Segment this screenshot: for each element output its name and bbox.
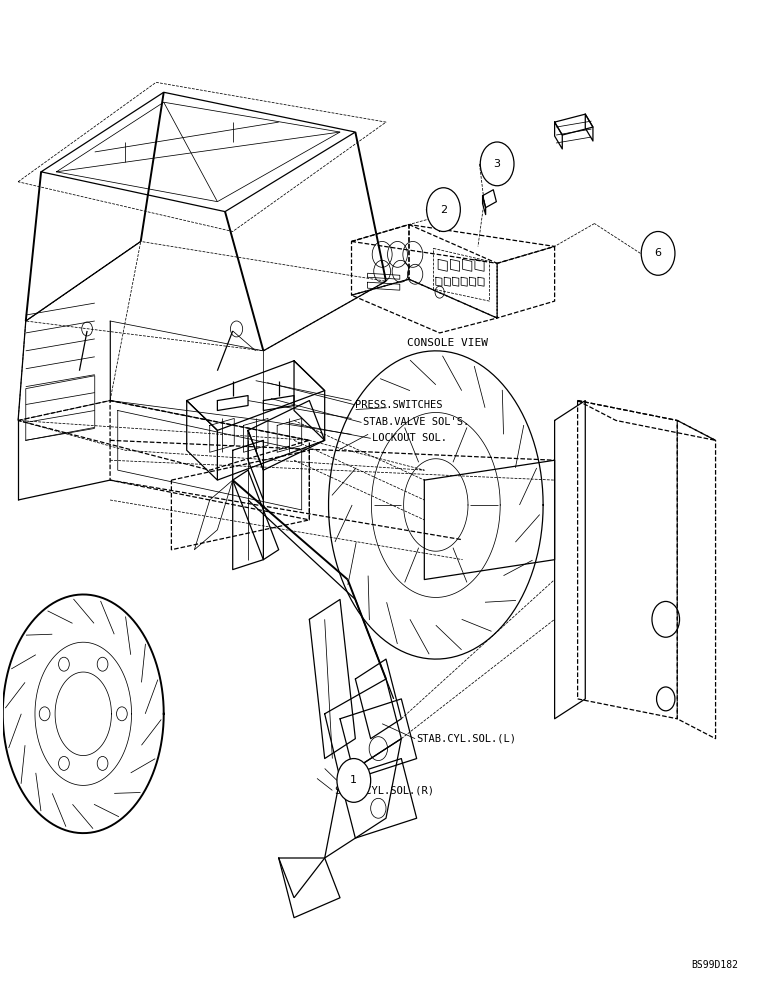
Text: BS99D182: BS99D182: [692, 960, 739, 970]
Text: 2: 2: [440, 205, 447, 215]
Text: LOCKOUT SOL.: LOCKOUT SOL.: [372, 433, 447, 443]
Text: PRESS.SWITCHES: PRESS.SWITCHES: [355, 400, 443, 410]
Text: 3: 3: [493, 159, 500, 169]
Text: STAB.CYL.SOL.(L): STAB.CYL.SOL.(L): [417, 734, 516, 744]
Text: 6: 6: [655, 248, 662, 258]
Circle shape: [337, 759, 371, 802]
Text: STAB.CYL.SOL.(R): STAB.CYL.SOL.(R): [334, 785, 434, 795]
Text: CONSOLE VIEW: CONSOLE VIEW: [407, 338, 488, 348]
Circle shape: [427, 188, 460, 231]
Text: STAB.VALVE SOL'S.: STAB.VALVE SOL'S.: [363, 417, 469, 427]
Circle shape: [642, 232, 675, 275]
Circle shape: [480, 142, 514, 186]
Text: 1: 1: [350, 775, 357, 785]
